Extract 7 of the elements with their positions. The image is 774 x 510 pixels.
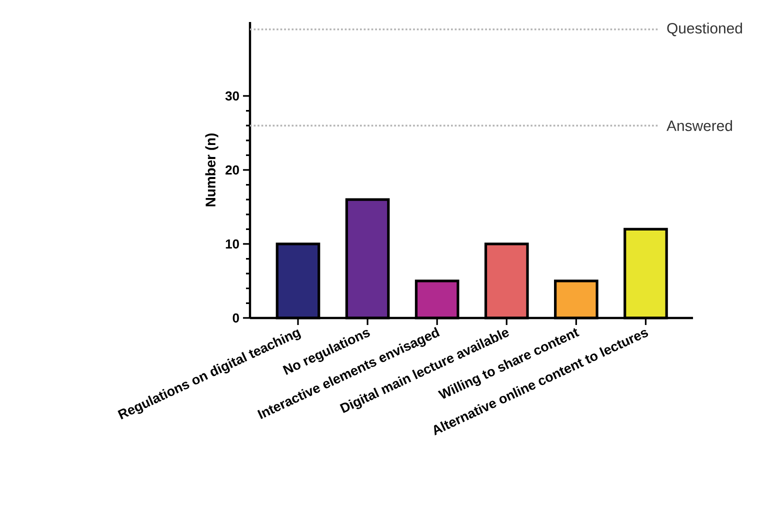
- ref-line-label: Questioned: [667, 22, 742, 36]
- y-tick-label: 20: [226, 165, 239, 175]
- y-axis-title: Number (n): [205, 134, 218, 206]
- y-tick-label: 30: [225, 91, 239, 101]
- y-tick-label: 10: [226, 239, 239, 249]
- ref-line-label: Answered: [666, 120, 732, 132]
- y-tick-label: 0: [232, 313, 239, 323]
